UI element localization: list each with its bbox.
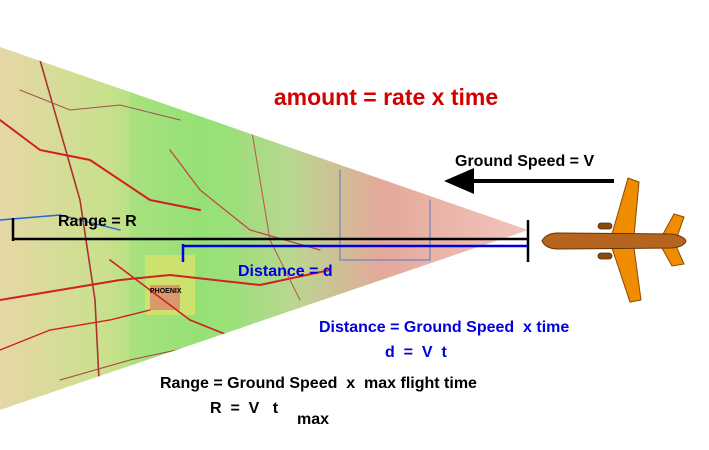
- distance-label: Distance = d: [238, 263, 333, 280]
- distance-line: [181, 244, 528, 262]
- map-city-label: PHOENIX: [150, 288, 182, 295]
- headline-text: amount = rate x time: [274, 84, 498, 110]
- range-symbolic-subscript: max: [297, 411, 329, 428]
- ground-speed-label: Ground Speed = V: [455, 153, 594, 170]
- range-line: [11, 218, 530, 262]
- distance-symbolic-equation: d = V t: [385, 344, 447, 361]
- range-equation: Range = Ground Speed x max flight time: [160, 375, 477, 392]
- airplane-icon: [541, 177, 687, 303]
- range-label: Range = R: [58, 213, 137, 230]
- ground-speed-arrow: [444, 168, 614, 194]
- distance-equation: Distance = Ground Speed x time: [319, 319, 569, 336]
- range-symbolic-equation: R = V t: [210, 400, 279, 417]
